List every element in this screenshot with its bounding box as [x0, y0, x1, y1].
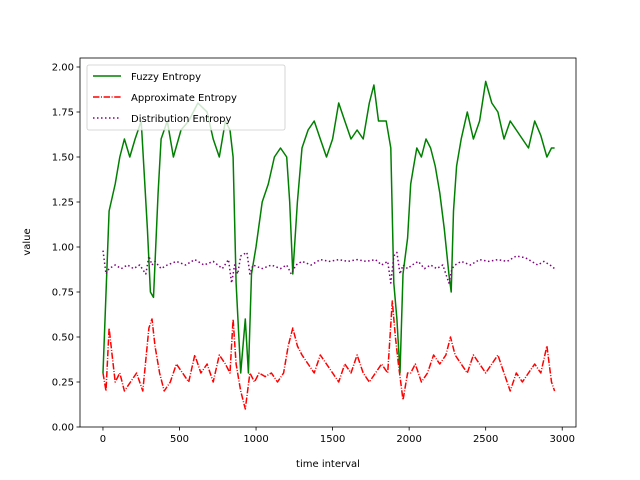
x-axis-label: time interval [296, 459, 360, 470]
legend-label-approximate-entropy: Approximate Entropy [131, 93, 237, 104]
y-tick-label: 0.00 [52, 423, 74, 434]
x-tick-label: 500 [170, 434, 189, 445]
y-tick-label: 2.00 [52, 63, 74, 74]
x-axis: 0 500 1000 1500 2000 2500 3000 [100, 427, 575, 445]
y-tick-label: 1.75 [52, 108, 74, 119]
x-tick-label: 3000 [549, 434, 574, 445]
plot-frame [79, 57, 577, 428]
series-line-approximate-entropy [102, 300, 556, 410]
y-tick-label: 1.00 [52, 243, 74, 254]
y-axis-label: value [22, 228, 33, 255]
series-line-fuzzy-entropy [102, 80, 555, 374]
legend-label-distribution-entropy: Distribution Entropy [131, 114, 231, 125]
y-tick-label: 0.25 [52, 378, 74, 389]
x-tick-label: 0 [100, 434, 106, 445]
legend-box [86, 64, 286, 131]
x-tick-label: 1500 [320, 434, 345, 445]
series-layer [102, 80, 556, 410]
y-tick-label: 1.50 [52, 153, 74, 164]
x-tick-label: 2500 [473, 434, 498, 445]
legend-label-fuzzy-entropy: Fuzzy Entropy [131, 72, 201, 83]
x-tick-label: 1000 [243, 434, 268, 445]
y-tick-label: 0.50 [52, 333, 74, 344]
y-axis: 0.00 0.25 0.50 0.75 1.00 1.25 1.50 1.75 2.00 [52, 63, 80, 434]
y-tick-label: 0.75 [52, 288, 74, 299]
x-tick-label: 2000 [396, 434, 421, 445]
legend: Fuzzy Entropy Approximate Entropy Distri… [86, 64, 286, 131]
y-tick-label: 1.25 [52, 198, 74, 209]
plot-area [79, 57, 577, 428]
